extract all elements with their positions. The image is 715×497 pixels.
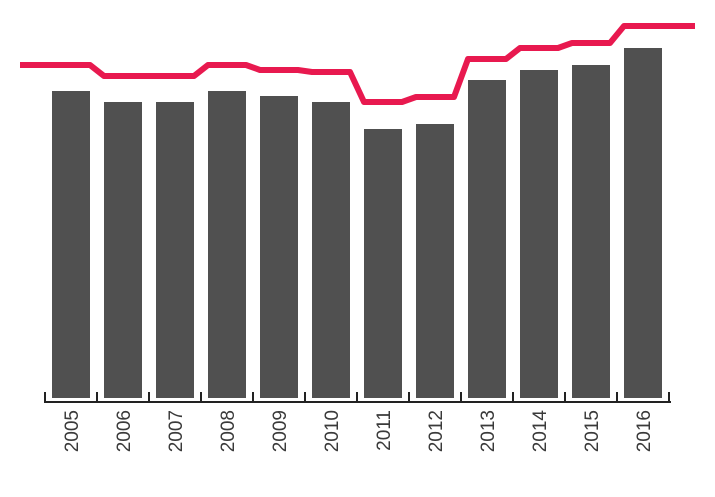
bar-2013 (468, 80, 506, 398)
x-tick-label-2010: 2010 (322, 410, 343, 452)
bar-2009 (260, 96, 298, 398)
bar-2012 (416, 124, 454, 398)
trend-line (20, 23, 695, 105)
bar-2016 (624, 48, 662, 398)
line-layer (20, 23, 695, 105)
x-tick-label-2013: 2013 (478, 410, 499, 452)
x-tick-label-2014: 2014 (530, 410, 551, 453)
bar-2005 (52, 91, 90, 398)
x-tick-label-2009: 2009 (270, 410, 291, 452)
bar-2007 (156, 102, 194, 398)
bar-2008 (208, 91, 246, 398)
x-tick-label-2008: 2008 (218, 410, 239, 452)
bar-2015 (572, 65, 610, 398)
x-tick-label-2007: 2007 (166, 410, 187, 452)
bar-2011 (364, 129, 402, 398)
x-tick-label-2006: 2006 (114, 410, 135, 452)
bar-2006 (104, 102, 142, 398)
x-tick-label-2015: 2015 (582, 410, 603, 452)
x-tick-label-2011: 2011 (374, 410, 395, 451)
bar-2010 (312, 102, 350, 398)
bars-layer (52, 48, 662, 398)
bar-2014 (520, 70, 558, 398)
x-tick-labels: 2005 2006 2007 2008 2009 2010 2011 2012 2013 2014… (62, 410, 655, 453)
x-axis (44, 392, 671, 403)
x-tick-label-2012: 2012 (426, 410, 447, 452)
x-tick-label-2005: 2005 (62, 410, 83, 452)
x-tick-label-2016: 2016 (634, 410, 655, 452)
